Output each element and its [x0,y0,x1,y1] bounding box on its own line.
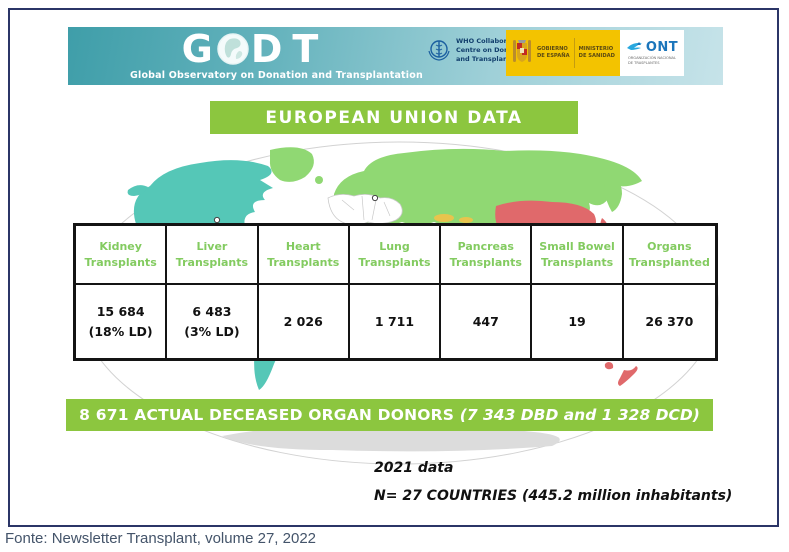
region-middle-east [434,214,454,222]
who-logo: WHO Collaborating Centre on Donation and… [426,37,530,63]
table-value-liver: 6 483 (3% LD) [167,285,259,358]
donors-banner: 8 671 ACTUAL DECEASED ORGAN DONORS (7 34… [66,399,713,431]
header-banner: G DT Global Observatory on Donation and … [68,27,723,85]
map-marker-1 [213,216,221,224]
table-value-small-bowel: 19 [532,285,624,358]
region-new-zealand [618,366,638,386]
footnotes: 2021 data N= 27 COUNTRIES (445.2 million… [374,460,734,516]
table-header-small-bowel: Small Bowel Transplants [532,226,624,285]
donors-banner-detail: (7 343 DBD and 1 328 DCD) [459,406,700,424]
region-far-east [604,174,622,212]
region-europe-borders [341,195,391,221]
table-header-heart: Heart Transplants [258,226,350,285]
footnote-year: 2021 data [374,460,454,476]
godt-letter-g: G [181,27,223,71]
ont-bird-icon [626,42,642,51]
table-header-lung: Lung Transplants [349,226,442,285]
footnote-countries: N= 27 COUNTRIES (445.2 million inhabitan… [374,488,733,504]
map-marker-2 [371,194,379,202]
table-header-kidney: Kidney Transplants [76,226,168,285]
table-header-pancreas: Pancreas Transplants [441,226,533,285]
who-emblem-icon [428,40,450,61]
table-value-organs: 26 370 [623,285,715,358]
spain-divider [573,38,575,68]
table-value-kidney: 15 684 (18% LD) [76,285,168,358]
godt-logo: G DT Global Observatory on Donation and … [130,27,423,81]
continent-antarctica [222,427,560,452]
region-europe-eu [327,194,403,226]
table-value-pancreas: 447 [441,285,533,358]
table-value-heart: 2 026 [258,285,350,358]
region-middle-east-2 [459,217,473,223]
title-banner: EUROPEAN UNION DATA [210,101,578,134]
table-value-lung: 1 711 [349,285,442,358]
gobierno-label: GOBIERNO DE ESPAÑA [537,45,570,59]
region-tasmania [604,362,614,370]
island-iceland [315,176,323,184]
island-alaska [127,185,148,196]
island-greenland [269,147,314,182]
ont-logo: ONT ORGANIZACIÓN NACIONAL DE TRASPLANTES [620,30,684,76]
godt-letters-dt: DT [250,27,329,71]
spain-gov-logo: GOBIERNO DE ESPAÑA MINISTERIO DE SANIDAD [506,30,620,76]
godt-tagline: Global Observatory on Donation and Trans… [130,70,423,81]
table-header-organs: Organs Transplanted [623,226,715,285]
ont-subtitle: ORGANIZACIÓN NACIONAL DE TRASPLANTES [627,55,677,65]
ont-name: ONT [645,39,679,55]
transplant-table: Kidney Transplants Liver Transplants Hea… [73,223,718,361]
source-line: Fonte: Newsletter Transplant, volume 27,… [5,530,317,547]
spain-coat-of-arms-icon [513,40,531,62]
title-banner-label: EUROPEAN UNION DATA [265,107,523,128]
donors-banner-main: 8 671 ACTUAL DECEASED ORGAN DONORS [79,406,460,424]
table-header-liver: Liver Transplants [167,226,259,285]
who-label: WHO Collaborating Centre on Donation and… [456,37,530,63]
ministerio-label: MINISTERIO DE SANIDAD [578,45,615,59]
continent-north-america [133,160,273,269]
globe-icon [217,33,249,65]
